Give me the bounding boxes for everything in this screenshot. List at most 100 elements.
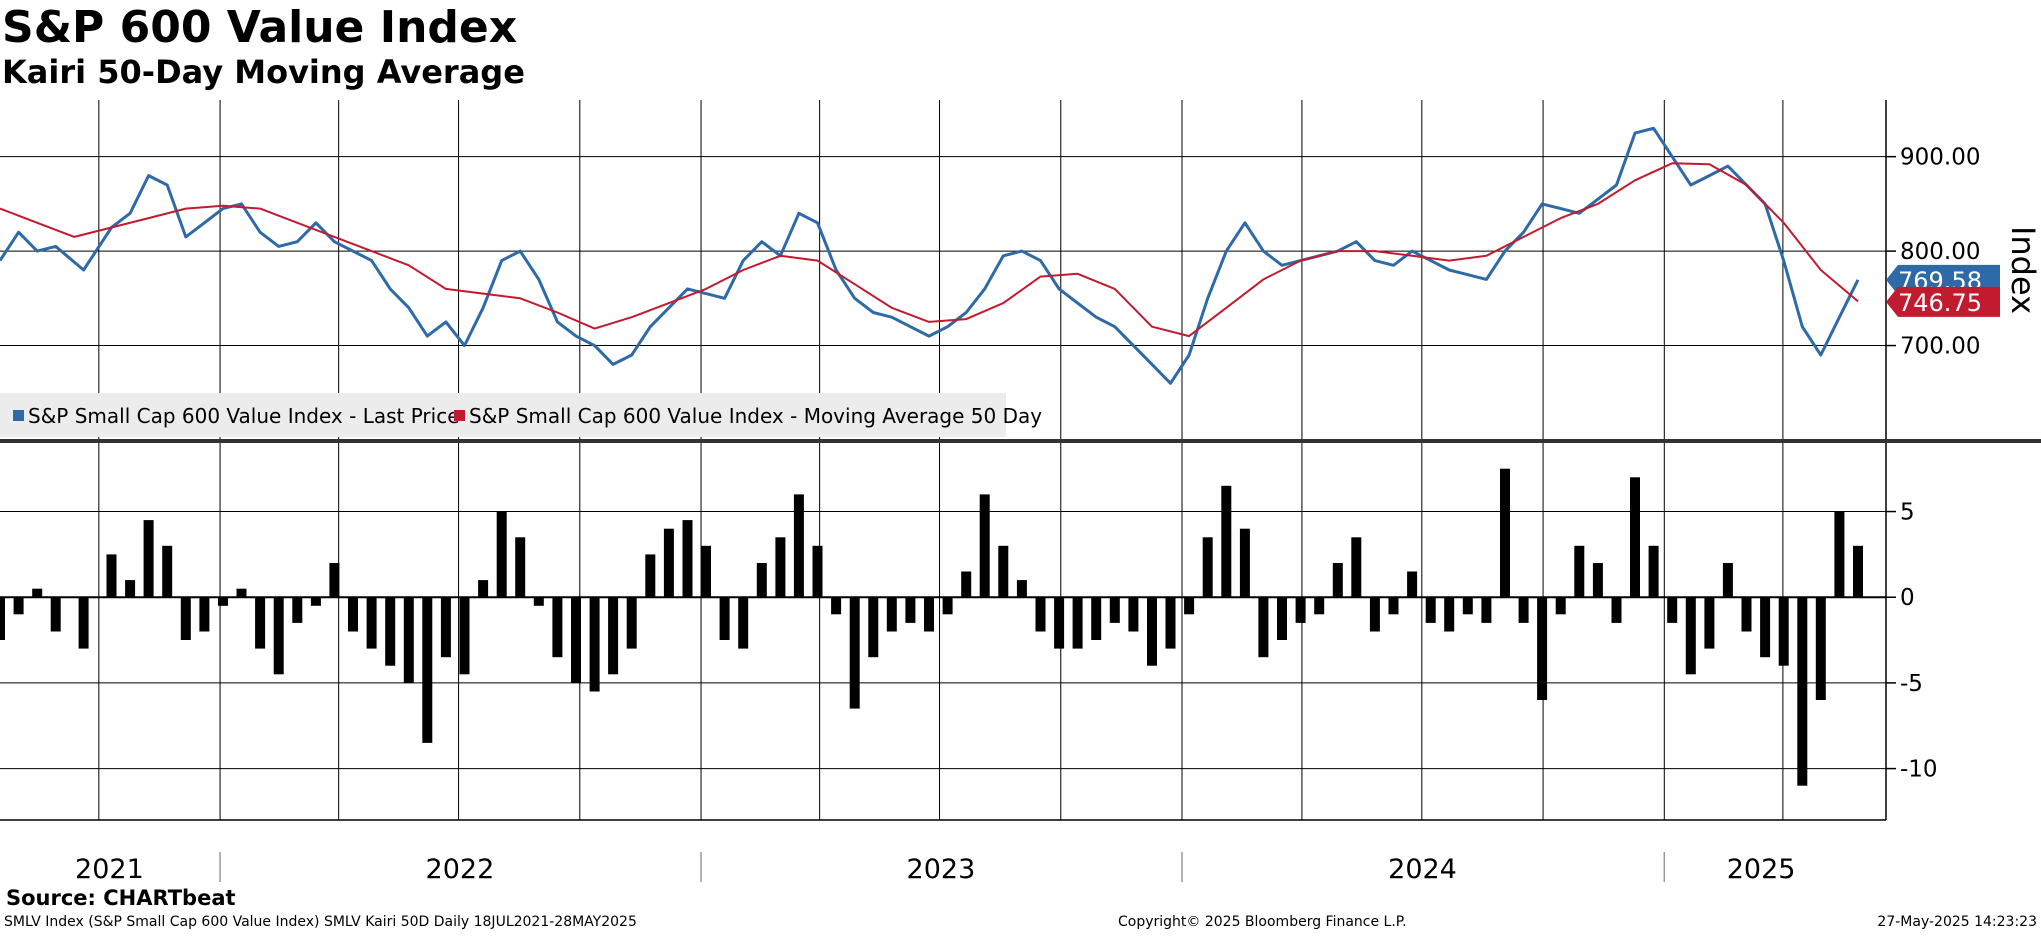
kairi-bar: [645, 554, 656, 598]
kairi-bar: [255, 597, 266, 649]
kairi-bar: [1797, 597, 1808, 786]
kairi-bar: [13, 597, 24, 615]
kairi-bar: [1518, 597, 1529, 623]
kairi-bar: [1332, 563, 1343, 598]
price-y-tick-label: 900.00: [1900, 145, 1980, 171]
kairi-bar: [1258, 597, 1269, 658]
kairi-bar: [998, 545, 1009, 598]
kairi-y-tick-label: 0: [1900, 585, 1915, 611]
kairi-bar: [1388, 597, 1399, 615]
year-label: 2025: [1727, 854, 1796, 885]
kairi-bar: [180, 597, 191, 640]
kairi-bar: [626, 597, 637, 649]
kairi-bar: [812, 545, 823, 598]
legend-label-moving-average: S&P Small Cap 600 Value Index - Moving A…: [469, 404, 1042, 428]
chart-legend: S&P Small Cap 600 Value Index - Last Pri…: [0, 393, 1042, 437]
kairi-bars-layer: [0, 468, 1886, 786]
kairi-bar: [868, 597, 879, 658]
kairi-bar: [162, 545, 173, 598]
kairi-bar: [1239, 528, 1250, 598]
year-label: 2023: [907, 854, 976, 885]
kairi-bar: [1035, 597, 1046, 632]
kairi-bar: [849, 597, 860, 709]
kairi-bar: [78, 597, 89, 649]
kairi-bar: [1295, 597, 1306, 623]
year-axis: 2021 2022 2023 2024 2025: [0, 819, 1886, 885]
kairi-bar: [236, 588, 247, 598]
kairi-bar: [1369, 597, 1380, 632]
kairi-bar: [886, 597, 897, 632]
kairi-bar: [719, 597, 730, 640]
kairi-bar: [905, 597, 916, 623]
kairi-y-tick-label: 5: [1900, 500, 1915, 526]
moving-average-tag: [1886, 286, 2000, 317]
kairi-bar: [1760, 597, 1771, 658]
kairi-y-tick-label: -10: [1900, 757, 1938, 783]
kairi-bar: [1184, 597, 1195, 615]
kairi-bar: [199, 597, 210, 632]
kairi-bar: [775, 537, 786, 598]
kairi-bar: [106, 554, 117, 598]
kairi-bar: [385, 597, 396, 666]
price-y-tick-label: 700.00: [1900, 334, 1980, 360]
kairi-bar: [366, 597, 377, 649]
kairi-bar: [1778, 597, 1789, 666]
kairi-bar: [1853, 545, 1863, 598]
kairi-bar: [1574, 545, 1585, 598]
kairi-bar: [1537, 597, 1548, 700]
kairi-bar: [1128, 597, 1139, 632]
kairi-bar: [1815, 597, 1826, 700]
kairi-bar: [738, 597, 749, 649]
kairi-bar: [329, 563, 340, 598]
kairi-bar: [1425, 597, 1436, 623]
kairi-bar: [1555, 597, 1566, 615]
legend-swatch-price: [13, 410, 24, 421]
kairi-bar: [533, 597, 544, 606]
year-label: 2024: [1388, 854, 1457, 885]
kairi-bar: [459, 597, 470, 675]
moving-average-value: 746.75: [1898, 289, 1982, 317]
kairi-bar: [1202, 537, 1213, 598]
kairi-bar: [1834, 511, 1845, 598]
kairi-bar: [292, 597, 303, 623]
year-label: 2022: [426, 854, 495, 885]
kairi-bar: [1054, 597, 1065, 649]
kairi-bar: [1630, 477, 1640, 598]
kairi-bar: [1351, 537, 1362, 598]
kairi-bar: [1016, 580, 1027, 598]
kairi-bar: [1165, 597, 1176, 649]
timestamp: 27-May-2025 14:23:23: [1877, 914, 2037, 930]
legend-background: [0, 393, 1006, 437]
kairi-bar: [924, 597, 934, 632]
kairi-bar: [1704, 597, 1715, 649]
kairi-bar: [1277, 597, 1287, 640]
kairi-bar: [793, 494, 804, 598]
copyright-note: Copyright© 2025 Bloomberg Finance L.P.: [1118, 914, 1407, 930]
kairi-bar: [1611, 597, 1622, 623]
moving-average-line: [0, 162, 1859, 338]
kairi-y-axis: 5 0 -5 -10: [1885, 443, 1938, 820]
kairi-bar: [478, 580, 489, 598]
chart-subtitle: Kairi 50-Day Moving Average: [2, 53, 525, 91]
kairi-bar: [961, 571, 972, 598]
kairi-bar: [1741, 597, 1752, 632]
kairi-bar: [50, 597, 61, 632]
kairi-bar: [496, 511, 507, 598]
kairi-bar: [440, 597, 451, 658]
kairi-bar: [663, 528, 674, 598]
legend-label-price: S&P Small Cap 600 Value Index - Last Pri…: [28, 404, 460, 428]
kairi-bar: [608, 597, 619, 675]
kairi-bar: [1407, 571, 1418, 598]
source-note: Source: CHARTbeat: [6, 886, 236, 910]
kairi-bar: [310, 597, 321, 606]
kairi-bar: [979, 494, 990, 598]
kairi-bar: [1685, 597, 1696, 675]
kairi-bar: [32, 588, 43, 598]
kairi-bar: [403, 597, 414, 683]
kairi-bar: [1109, 597, 1120, 623]
kairi-bar: [1648, 545, 1659, 598]
legend-swatch-moving-average: [454, 410, 465, 421]
year-label: 2021: [75, 854, 144, 885]
